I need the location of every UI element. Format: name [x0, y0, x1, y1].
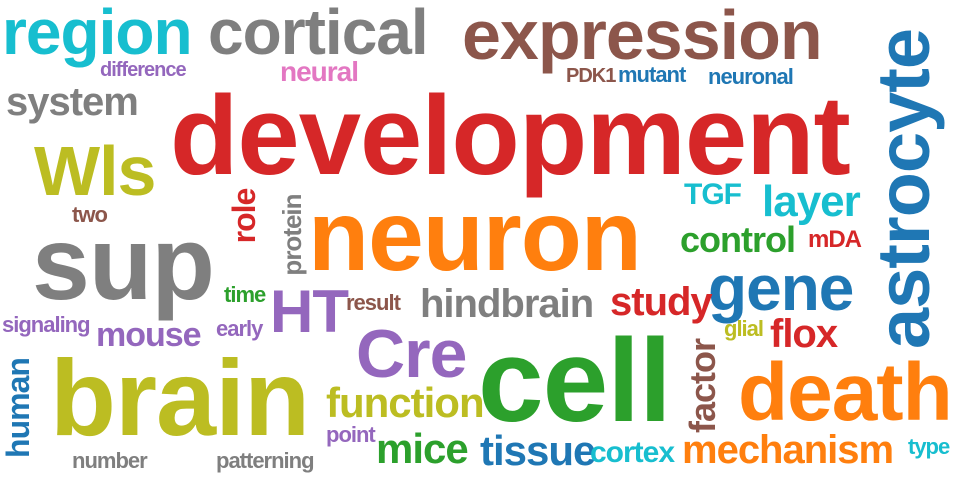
word-signaling: signaling [2, 312, 91, 337]
word-ht: HT [270, 278, 349, 345]
word-factor: factor [682, 338, 723, 434]
word-function: function [326, 379, 485, 426]
word-pdk1: PDK1 [566, 65, 616, 87]
word-patterning: patterning [216, 448, 315, 473]
word-glial: glial [724, 316, 764, 341]
word-neural: neural [280, 56, 359, 87]
word-neuronal: neuronal [708, 64, 794, 89]
word-study: study [610, 280, 713, 324]
word-cre: Cre [356, 316, 467, 392]
word-mutant: mutant [618, 62, 686, 87]
word-tgf: TGF [684, 178, 742, 211]
word-death: death [738, 347, 953, 438]
word-point: point [326, 422, 376, 447]
word-difference: difference [100, 59, 187, 81]
word-mouse: mouse [96, 316, 202, 354]
word-human: human [0, 358, 36, 458]
word-flox: flox [770, 312, 838, 356]
word-brain: brain [50, 337, 310, 458]
word-early: early [216, 316, 263, 341]
word-protein: protein [277, 194, 307, 276]
word-cortical: cortical [208, 0, 429, 68]
word-expression: expression [462, 0, 823, 74]
word-tissue: tissue [480, 427, 596, 474]
word-layer: layer [762, 177, 861, 226]
word-development: development [170, 73, 851, 198]
word-time: time [224, 282, 266, 307]
word-control: control [680, 219, 796, 260]
word-mice: mice [376, 425, 469, 472]
word-mechanism: mechanism [682, 428, 894, 472]
word-gene: gene [708, 252, 854, 324]
word-result: result [346, 290, 401, 315]
word-hindbrain: hindbrain [420, 282, 594, 326]
word-mda: mDA [808, 226, 862, 253]
word-cell: cell [478, 315, 672, 447]
word-type: type [908, 434, 950, 459]
word-astrocyte: astrocyte [862, 28, 945, 350]
word-sup: sup [32, 206, 215, 322]
word-role: role [226, 188, 262, 244]
word-number: number [72, 448, 148, 473]
word-wls: Wls [34, 132, 156, 210]
word-region: region [2, 0, 193, 68]
word-system: system [6, 80, 139, 124]
word-two: two [72, 202, 108, 227]
word-cortex: cortex [590, 436, 675, 469]
word-neuron: neuron [308, 180, 642, 292]
